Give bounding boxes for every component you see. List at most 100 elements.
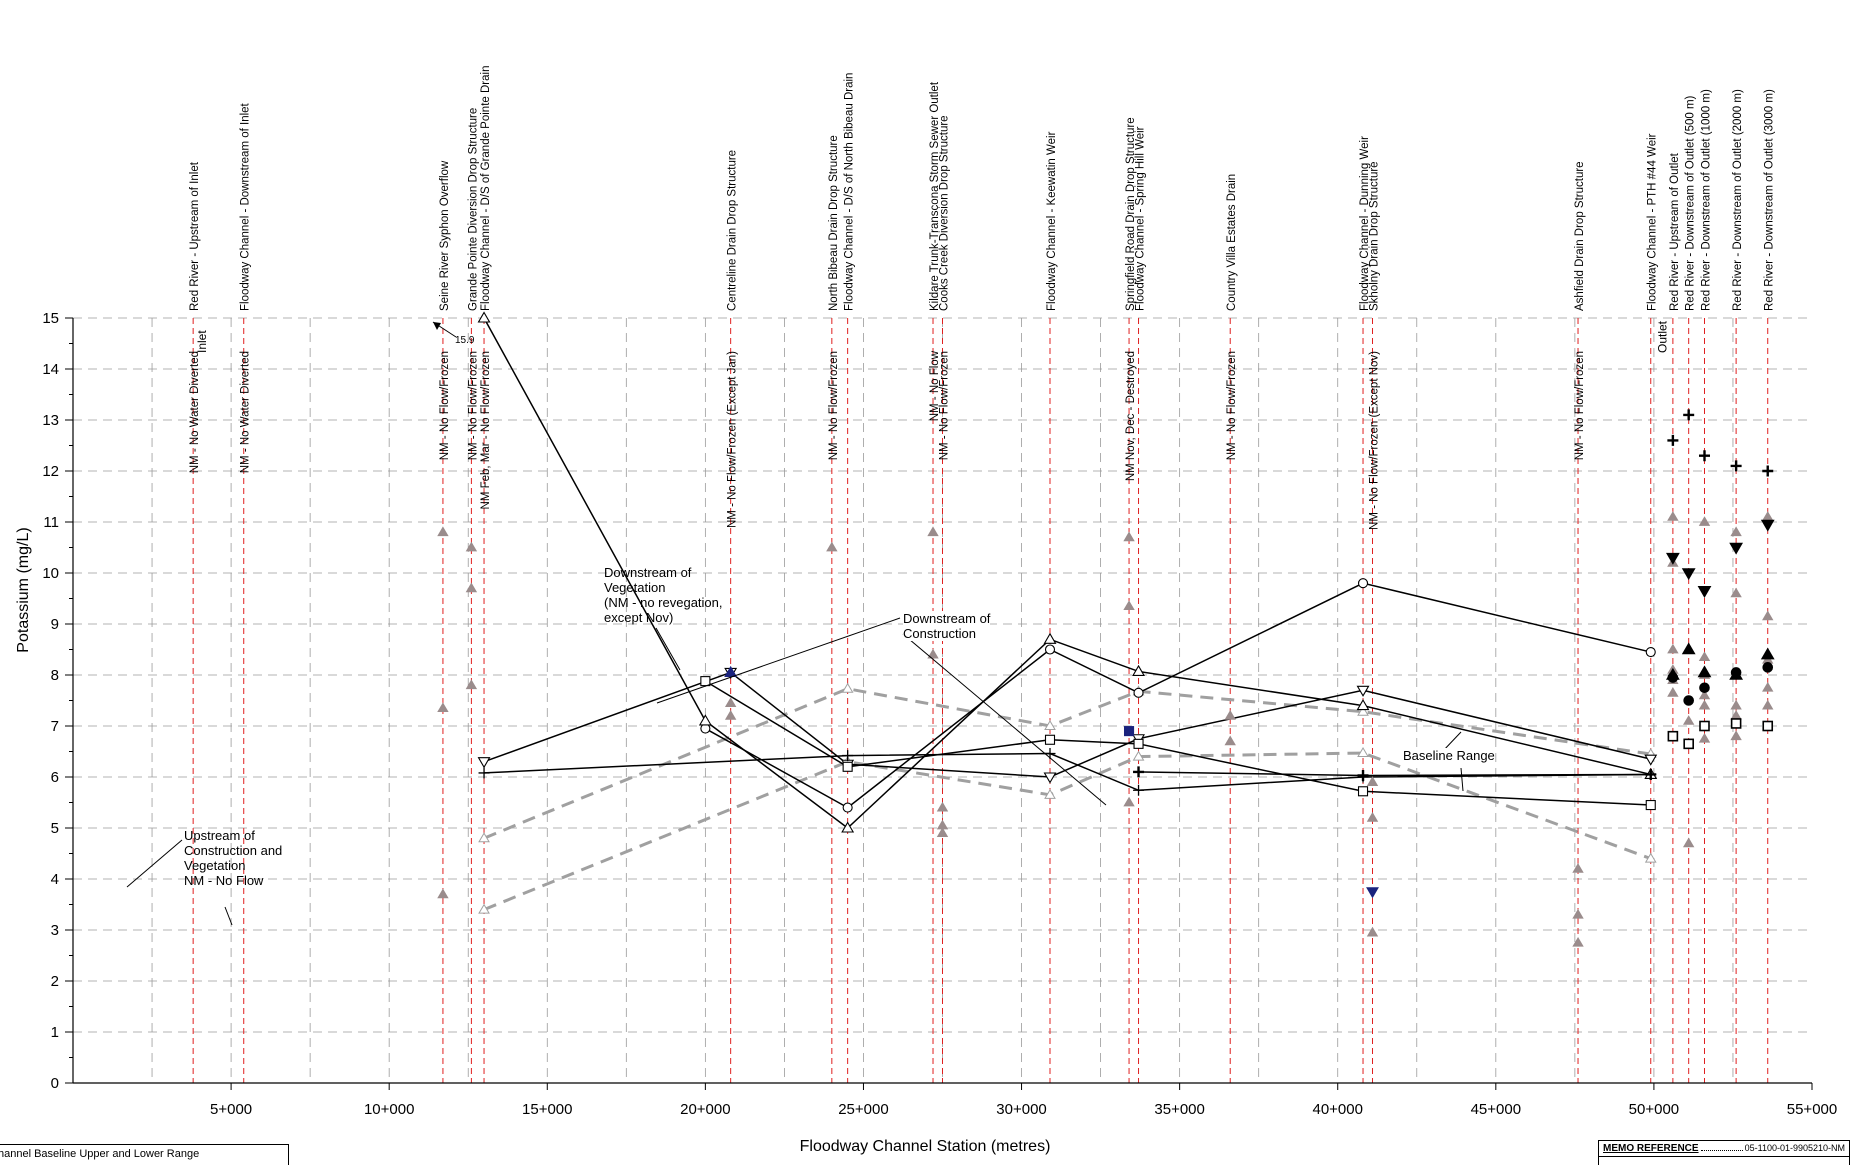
x-tick-label: 40+000 [1312,1101,1362,1118]
marker-triangle-up [1366,926,1379,937]
site-label: Centreline Drain Drop Structure [727,150,739,311]
annotation-line: NM - No Flow [184,873,264,888]
site-status-label: NM - No Flow/Frozen (Except Nov) [1369,351,1381,530]
x-tick-label: 50+000 [1629,1101,1679,1118]
axes: 5+000 10+000 15+000 20+000 25+000 30+000 35+00… [42,310,1837,1118]
annotation-line: Vegetation [604,580,666,595]
marker-triangle-up [724,665,738,677]
memo-reference-label: MEMO REFERENCE [1603,1143,1699,1154]
annotation-leaders [126,321,1464,926]
marker-triangle-up [1730,730,1742,741]
marker-triangle-down [1697,586,1712,598]
site-label: Country Villa Estates Drain [1226,174,1238,311]
annotation-baseline-range: Baseline Range [1403,748,1495,763]
marker-triangle-up [724,710,737,720]
annotation-upstream: Upstream of Construction and Vegetation … [184,828,282,888]
marker-triangle-up [1762,511,1774,521]
legend-box: hannel Baseline Upper and Lower Range [0,1144,289,1165]
annotation-leader [656,617,901,704]
annotation-leader [1460,767,1464,792]
marker-triangle-up [1123,531,1135,542]
marker-triangle-up [1044,720,1056,730]
marker-triangle-up [724,697,737,707]
marker-triangle-up [1698,516,1711,526]
legend-line-1: hannel Baseline Upper and Lower Range [0,1148,200,1160]
marker-triangle-down [1760,519,1775,532]
marker-triangle-up [1697,665,1712,678]
marker-circle [1699,682,1710,694]
marker-triangle-up [1667,687,1679,697]
annotation-line: Baseline Range [1403,748,1495,763]
series-line [704,582,1651,809]
marker-triangle-up [1682,715,1695,725]
memo-reference-box: MEMO REFERENCE 05-1100-01-9905210-NM [1598,1140,1850,1165]
y-tick-label: 3 [51,922,59,939]
marker-cross [1699,450,1710,462]
annotation-line: Construction [903,626,976,641]
y-axis-title: Potassium (mg/L) [15,527,32,652]
marker-square [1683,738,1694,750]
marker-triangle-up [1762,610,1774,621]
x-tick-label: 25+000 [838,1101,888,1118]
marker-cross [842,750,854,762]
marker-triangle-up [478,832,490,843]
site-label: Floodway Channel - Spring Hill Weir [1135,126,1147,311]
x-tick-label: 45+000 [1471,1101,1521,1118]
marker-triangle-up [698,714,712,726]
y-tick-label: 9 [51,616,59,633]
site-label: Red River - Downstream of Outlet (1000 m… [1700,89,1712,311]
annotation-leader [224,906,233,926]
marker-square [1730,718,1742,729]
marker-circle [1667,672,1679,683]
site-label: Red River - Upstream of Outlet [1669,152,1681,311]
marker-circle [1683,695,1694,706]
marker-circle [1645,646,1656,658]
site-status-label: NM - No Water Diverted [240,351,252,473]
y-tick-label: 10 [42,565,59,582]
site-label: Red River - Upstream of Inlet [189,161,201,311]
site-label: Floodway Channel - D/S of North Bibeau D… [844,73,856,311]
annotation-line: Vegetation [184,858,246,873]
marker-triangle-up [1572,936,1584,947]
site-label: Floodway Channel - Downstream of Inlet [240,102,252,311]
marker-cross [1645,768,1657,780]
marker-square [1667,730,1679,742]
marker-cross [1357,769,1369,781]
site-label: Skholny Drain Drop Structure [1369,161,1381,311]
marker-cross [1762,465,1774,477]
site-status-label: NM - No Flow/Frozen [439,351,451,460]
baseline-range [478,682,1657,914]
marker-triangle-up [437,702,449,713]
site-status-label: NM - No Flow/Frozen [467,351,479,460]
site-status-label: NM - No Flow/Frozen [828,351,840,460]
marker-triangle-up [1760,647,1775,660]
site-label: Floodway Channel - Dunning Weir [1359,136,1371,311]
site-status-label: NM Feb, Mar - No Flow/Frozen [480,351,492,509]
marker-square [1357,786,1369,797]
marker-square [1133,738,1144,749]
marker-triangle-up [936,801,949,812]
site-label: North Bibeau Drain Drop Structure [828,135,840,311]
marker-square [1645,799,1656,811]
annotation-leader [655,627,681,671]
site-status-label: NM - No Flow/Frozen [1574,351,1586,460]
site-label: Floodway Channel - PTH #44 Weir [1647,133,1659,311]
marker-triangle-up [841,682,854,693]
y-tick-label: 15 [42,310,59,327]
marker-circle [1044,644,1056,655]
marker-triangle-down [1681,568,1696,581]
site-label: Red River - Downstream of Outlet (3000 m… [1764,89,1776,311]
marker-triangle-up [1698,732,1711,743]
marker-cross [1683,409,1695,421]
annotation-line: Construction and [184,843,283,858]
marker-triangle-up [1762,699,1774,710]
site-status-label: NM - No Flow/Frozen [1226,351,1238,460]
marker-triangle-up [1667,643,1679,654]
annotation-arrowhead [433,322,441,330]
marker-triangle-down [1729,542,1744,555]
marker-triangle-down [1665,552,1680,565]
annotation-line: Downstream of [903,611,991,626]
y-tick-label: 13 [42,412,59,429]
site-label: Springfield Road Drain Drop Structure [1125,117,1137,311]
structure-label: Inlet [195,330,209,353]
